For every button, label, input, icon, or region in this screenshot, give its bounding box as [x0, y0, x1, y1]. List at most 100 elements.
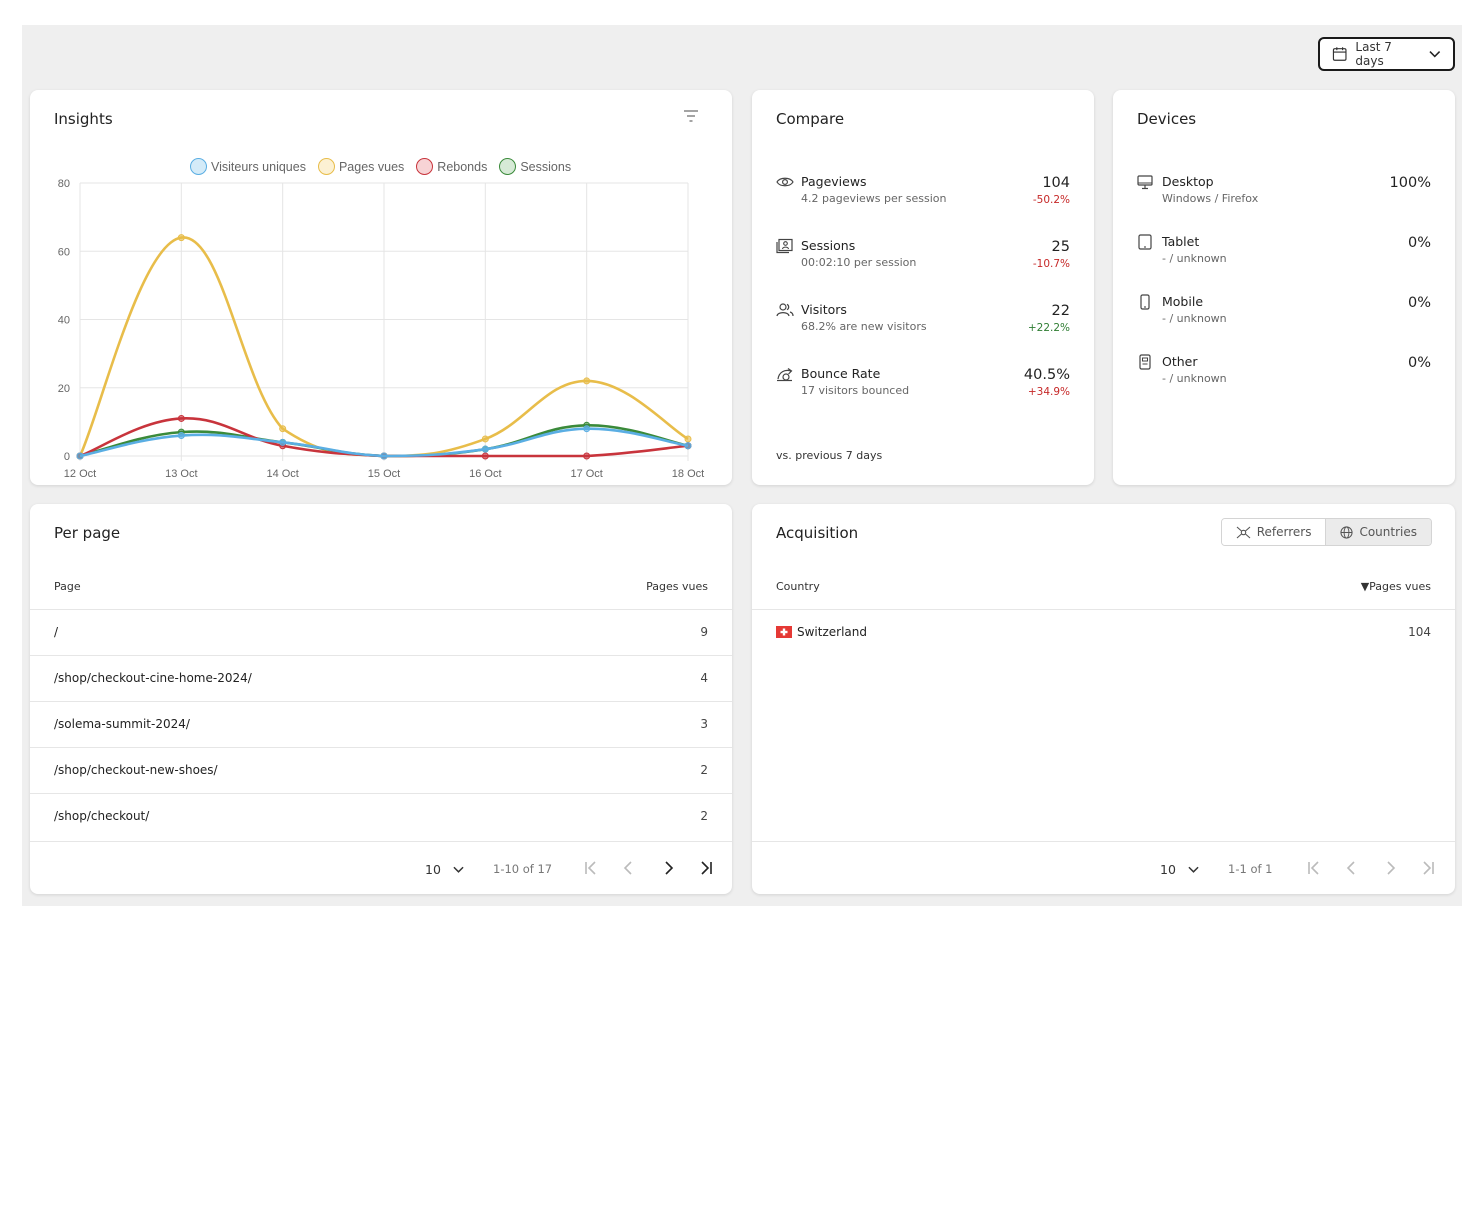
page-views: 9 [700, 625, 708, 639]
data-point-rebonds [583, 452, 591, 460]
insights-title: Insights [54, 110, 113, 128]
chevron-down-icon [1429, 51, 1441, 58]
pagination: 10 1-1 of 1 [752, 841, 1455, 894]
pagination-range: 1-10 of 17 [493, 862, 553, 876]
previous-page-icon[interactable] [1343, 859, 1361, 877]
x-tick-label: 14 Oct [266, 468, 298, 480]
country-name: Switzerland [797, 625, 867, 639]
chart-legend: Visiteurs uniques Pages vues Rebonds Ses… [190, 158, 571, 175]
date-range-dropdown[interactable]: Last 7 days [1318, 37, 1455, 71]
acquisition-title: Acquisition [776, 524, 859, 542]
devices-card: Devices Desktop Windows / Firefox 100% T… [1113, 90, 1455, 485]
column-header-country[interactable]: Country [776, 580, 820, 593]
column-header-page[interactable]: Page [54, 580, 81, 593]
metric-visitors: Visitors 68.2% are new visitors 22 +22.2… [776, 302, 1070, 346]
device-subtext: - / unknown [1162, 372, 1227, 385]
switzerland-flag-icon [776, 626, 792, 638]
filter-icon[interactable] [684, 110, 698, 122]
rows-per-page-select[interactable]: 10 [1160, 862, 1199, 877]
device-subtext: - / unknown [1162, 312, 1227, 325]
referrers-icon [1236, 526, 1251, 538]
page-path: /shop/checkout/ [54, 809, 150, 823]
legend-item-sessions[interactable]: Sessions [499, 158, 571, 175]
previous-page-icon[interactable] [620, 859, 638, 877]
legend-swatch [499, 158, 517, 175]
mobile-icon [1140, 294, 1150, 310]
chevron-down-icon [453, 866, 464, 873]
table-row[interactable]: /solema-summit-2024/ 3 [30, 702, 732, 748]
metric-delta: -10.7% [1032, 258, 1070, 270]
last-page-icon[interactable] [697, 859, 715, 877]
first-page-icon[interactable] [1305, 859, 1323, 877]
rows-per-page-value: 10 [425, 862, 441, 877]
rows-per-page-select[interactable]: 10 [425, 862, 464, 877]
data-point-visiteurs-uniques [380, 452, 388, 460]
tab-countries[interactable]: Countries [1325, 519, 1431, 545]
table-row[interactable]: Switzerland 104 [752, 610, 1455, 656]
table-row[interactable]: /shop/checkout-new-shoes/ 2 [30, 748, 732, 794]
comparison-period-note: vs. previous 7 days [776, 449, 883, 462]
next-page-icon[interactable] [659, 859, 677, 877]
device-share: 0% [1407, 355, 1431, 371]
metric-subtext: 68.2% are new visitors [801, 320, 927, 333]
data-point-pages-vues [177, 234, 185, 242]
column-header-pageviews-sorted[interactable]: ▼Pages vues [1360, 580, 1431, 593]
insights-line-chart: 0 20 40 60 80 12 Oct 13 Oct 14 Oct 15 Oct 16 Oct 1… [58, 178, 704, 480]
tab-label: Countries [1359, 525, 1417, 539]
table-header-divider [752, 609, 1455, 610]
per-page-card: Per page Page Pages vues / 9 /shop/check… [30, 504, 732, 894]
next-page-icon[interactable] [1381, 859, 1399, 877]
metric-subtext: 4.2 pageviews per session [801, 192, 947, 205]
date-range-label: Last 7 days [1355, 40, 1392, 68]
chevron-down-icon [1188, 866, 1199, 873]
page-path: /shop/checkout-new-shoes/ [54, 763, 218, 777]
metric-sessions: Sessions 00:02:10 per session 25 -10.7% [776, 238, 1070, 282]
metric-subtext: 00:02:10 per session [801, 256, 917, 269]
metric-delta: +22.2% [1027, 322, 1070, 334]
legend-item-visiteurs[interactable]: Visiteurs uniques [190, 158, 306, 175]
globe-icon [1340, 525, 1354, 539]
metric-name: Bounce Rate [801, 366, 881, 381]
data-point-pages-vues [481, 435, 489, 443]
device-name: Desktop [1162, 174, 1214, 189]
last-page-icon[interactable] [1419, 859, 1437, 877]
y-tick-label: 80 [58, 178, 70, 190]
device-name: Other [1162, 354, 1198, 369]
metric-subtext: 17 visitors bounced [801, 384, 910, 397]
calendar-icon [1332, 47, 1347, 61]
device-name: Mobile [1162, 294, 1204, 309]
metric-value: 40.5% [1023, 367, 1070, 383]
x-tick-label: 15 Oct [368, 468, 400, 480]
data-point-rebonds [177, 414, 185, 422]
page-views: 2 [700, 763, 708, 777]
bounce-icon [777, 368, 793, 382]
x-tick-label: 18 Oct [672, 468, 704, 480]
device-subtext: Windows / Firefox [1162, 192, 1259, 205]
first-page-icon[interactable] [582, 859, 600, 877]
data-point-pages-vues [684, 435, 692, 443]
insights-card: Insights Visiteurs uniques Pages vues Re… [30, 90, 732, 485]
acquisition-card: Acquisition Referrers Countries Country … [752, 504, 1455, 894]
device-name: Tablet [1162, 234, 1200, 249]
legend-label: Sessions [520, 159, 572, 174]
table-row[interactable]: / 9 [30, 610, 732, 656]
legend-item-rebonds[interactable]: Rebonds [416, 158, 487, 175]
data-point-visiteurs-uniques [583, 425, 591, 433]
analytics-dashboard: Last 7 days Insights Visiteurs uniques P… [22, 25, 1462, 906]
table-row[interactable]: /shop/checkout-cine-home-2024/ 4 [30, 656, 732, 702]
compare-card: Compare Pageviews 4.2 pageviews per sess… [752, 90, 1094, 485]
y-tick-label: 20 [58, 383, 70, 395]
users-icon [776, 303, 794, 317]
per-page-title: Per page [54, 524, 121, 542]
metric-value: 22 [1051, 303, 1070, 319]
metric-name: Visitors [801, 302, 847, 317]
column-header-pageviews[interactable]: Pages vues [646, 580, 708, 593]
legend-swatch [317, 158, 335, 175]
metric-pageviews: Pageviews 4.2 pageviews per session 104 … [776, 174, 1070, 218]
x-tick-label: 13 Oct [165, 468, 197, 480]
tab-referrers[interactable]: Referrers [1221, 519, 1326, 545]
metric-name: Sessions [801, 238, 856, 253]
legend-item-pages-vues[interactable]: Pages vues [317, 158, 404, 175]
table-row[interactable]: /shop/checkout/ 2 [30, 794, 732, 840]
data-point-pages-vues [583, 377, 591, 385]
